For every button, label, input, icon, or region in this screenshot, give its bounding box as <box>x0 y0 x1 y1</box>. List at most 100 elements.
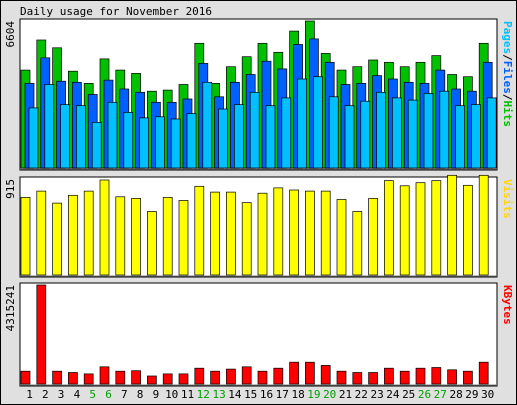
day-label-15: 15 <box>244 388 257 401</box>
pages-bar-29 <box>471 104 481 169</box>
visits-bar-16 <box>257 192 268 276</box>
pages-bar-16 <box>265 105 276 169</box>
visits-bar-13 <box>210 191 220 276</box>
pages-bar-2 <box>44 84 55 169</box>
hits-files-pages-axis-label-part-2: Files <box>501 61 514 94</box>
hits-files-pages-axis-label-part-1: / <box>501 54 514 61</box>
visits-max-label: 915 <box>4 179 17 199</box>
panel-hits-files-pages: 6604 Pages/Files/Hits <box>4 18 514 171</box>
pages-bar-24 <box>392 97 402 169</box>
visits-bar-24 <box>384 180 394 276</box>
visits-bar-21 <box>336 199 347 276</box>
kbytes-bar-8 <box>131 370 141 385</box>
pages-bar-23 <box>376 91 386 169</box>
day-label-3: 3 <box>58 388 65 401</box>
day-label-6: 6 <box>105 388 112 401</box>
kbytes-bar-19 <box>305 361 315 385</box>
kbytes-bar-3 <box>52 370 62 385</box>
visits-axis-label: Visits <box>501 179 514 219</box>
kbytes-bar-6 <box>99 366 110 385</box>
hits-files-pages-axis-label: Pages/Files/Hits <box>501 21 514 127</box>
kbytes-bar-17 <box>273 367 284 385</box>
day-label-13: 13 <box>212 388 225 401</box>
pages-bar-30 <box>486 97 497 169</box>
visits-bar-4 <box>68 194 78 276</box>
pages-bar-4 <box>76 105 86 169</box>
kbytes-bar-24 <box>384 367 394 385</box>
day-label-12: 12 <box>197 388 210 401</box>
visits-bar-5 <box>83 190 94 276</box>
kbytes-bar-16 <box>257 370 268 385</box>
pages-bar-10 <box>170 118 181 169</box>
visits-bar-7 <box>115 196 126 276</box>
visits-bar-23 <box>368 198 378 276</box>
kbytes-bar-23 <box>368 372 378 385</box>
kbytes-bar-18 <box>289 361 299 385</box>
pages-bar-14 <box>234 104 244 169</box>
visits-bar-9 <box>147 211 157 276</box>
kbytes-axis-label-part-0: KBytes <box>501 285 514 325</box>
kbytes-bar-14 <box>226 368 236 385</box>
kbytes-bar-7 <box>115 370 126 385</box>
kbytes-bar-22 <box>352 372 363 385</box>
hits-files-pages-max-label: 6604 <box>4 21 17 48</box>
pages-bar-28 <box>455 105 465 169</box>
pages-bar-18 <box>297 78 307 169</box>
pages-bar-12 <box>202 81 213 169</box>
day-label-4: 4 <box>74 388 81 401</box>
visits-bar-17 <box>273 187 284 276</box>
day-label-20: 20 <box>323 388 336 401</box>
pages-bar-3 <box>60 104 70 169</box>
day-label-7: 7 <box>121 388 128 401</box>
day-label-26: 26 <box>418 388 431 401</box>
visits-bar-30 <box>478 174 489 276</box>
kbytes-bar-30 <box>478 361 489 385</box>
visits-bar-28 <box>447 174 457 276</box>
kbytes-axis-label: KBytes <box>501 285 514 325</box>
pages-bar-11 <box>186 113 197 169</box>
kbytes-bar-21 <box>336 370 347 385</box>
chart-title: Daily usage for November 2016 <box>20 5 212 18</box>
visits-bar-27 <box>431 180 442 276</box>
pages-bar-8 <box>139 117 149 169</box>
day-label-23: 23 <box>370 388 383 401</box>
day-label-11: 11 <box>181 388 194 401</box>
visits-bar-19 <box>305 190 315 276</box>
visits-bar-8 <box>131 198 141 276</box>
day-label-8: 8 <box>137 388 144 401</box>
day-label-24: 24 <box>386 388 400 401</box>
visits-bar-15 <box>241 202 252 276</box>
day-label-5: 5 <box>89 388 96 401</box>
kbytes-bar-13 <box>210 370 220 385</box>
pages-bar-13 <box>218 108 228 169</box>
kbytes-bar-1 <box>20 370 31 385</box>
kbytes-bar-12 <box>194 367 205 385</box>
visits-bar-14 <box>226 191 236 276</box>
visits-bar-1 <box>20 197 31 276</box>
day-label-30: 30 <box>481 388 494 401</box>
pages-bar-9 <box>155 116 165 169</box>
visits-bar-2 <box>36 190 47 276</box>
kbytes-bar-5 <box>83 373 94 385</box>
day-label-29: 29 <box>465 388 478 401</box>
visits-bar-12 <box>194 185 205 276</box>
pages-bar-7 <box>123 112 134 169</box>
kbytes-bar-26 <box>415 367 426 385</box>
day-label-9: 9 <box>153 388 160 401</box>
pages-bar-20 <box>328 96 339 169</box>
visits-bar-6 <box>99 179 110 276</box>
day-label-2: 2 <box>42 388 49 401</box>
visits-bar-11 <box>178 200 189 276</box>
kbytes-bar-20 <box>320 365 331 385</box>
pages-bar-5 <box>91 122 102 169</box>
kbytes-bar-11 <box>178 373 189 385</box>
pages-bar-27 <box>439 90 450 169</box>
day-label-22: 22 <box>355 388 368 401</box>
kbytes-bar-10 <box>162 373 173 385</box>
pages-bar-19 <box>313 76 323 169</box>
panel-kbytes: 4315241 KBytes <box>4 282 514 387</box>
kbytes-bar-28 <box>447 369 457 385</box>
pages-bar-21 <box>344 105 355 169</box>
